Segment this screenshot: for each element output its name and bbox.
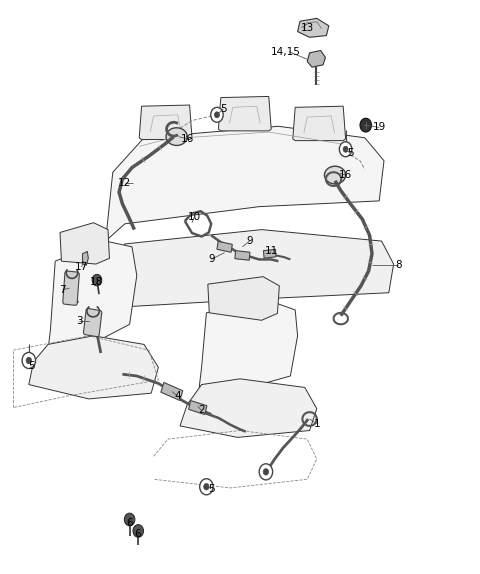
Polygon shape [208,277,279,320]
Polygon shape [106,126,384,241]
Polygon shape [218,96,271,131]
Text: 18: 18 [89,277,103,288]
Circle shape [22,352,36,369]
Bar [189,401,207,414]
FancyBboxPatch shape [84,308,102,337]
Circle shape [204,483,209,490]
Circle shape [92,274,102,286]
Text: 10: 10 [188,212,201,222]
Polygon shape [307,51,325,67]
Polygon shape [94,230,394,307]
Circle shape [360,118,372,132]
Polygon shape [83,251,88,265]
Circle shape [133,525,144,537]
Polygon shape [29,336,158,399]
Text: 2: 2 [198,405,205,416]
Text: 5: 5 [220,104,227,114]
Text: 6: 6 [134,529,141,539]
Polygon shape [60,223,109,264]
Text: 14,15: 14,15 [271,46,300,57]
Text: 16: 16 [180,134,194,144]
FancyBboxPatch shape [63,271,79,305]
Text: 7: 7 [59,285,66,295]
Circle shape [215,112,219,118]
Bar [161,382,183,401]
Text: 12: 12 [118,177,132,188]
Polygon shape [199,300,298,391]
Circle shape [200,479,213,495]
Polygon shape [298,18,329,37]
Text: 13: 13 [300,22,314,33]
Circle shape [263,468,269,475]
Bar [235,251,250,260]
Polygon shape [48,241,137,350]
Text: 17: 17 [75,262,88,272]
Text: 8: 8 [395,260,402,270]
Circle shape [124,513,135,526]
Text: 16: 16 [339,170,352,180]
Circle shape [339,142,352,157]
Circle shape [26,357,32,364]
Bar [264,249,276,258]
Bar [217,242,232,252]
Text: 5: 5 [208,484,215,494]
Text: 1: 1 [313,418,320,429]
Polygon shape [293,106,346,141]
Text: 6: 6 [126,518,133,529]
Polygon shape [139,105,192,139]
Text: 9: 9 [208,254,215,265]
Text: 4: 4 [174,391,181,401]
Circle shape [259,464,273,480]
Circle shape [343,146,348,152]
Text: 9: 9 [246,236,253,246]
Polygon shape [166,128,187,145]
Text: 3: 3 [76,316,83,327]
Circle shape [211,107,223,122]
Text: 19: 19 [372,122,386,133]
Text: 11: 11 [264,246,278,257]
Polygon shape [180,379,317,437]
Text: 5: 5 [28,361,35,371]
Text: 5: 5 [347,148,354,158]
Polygon shape [324,166,346,184]
